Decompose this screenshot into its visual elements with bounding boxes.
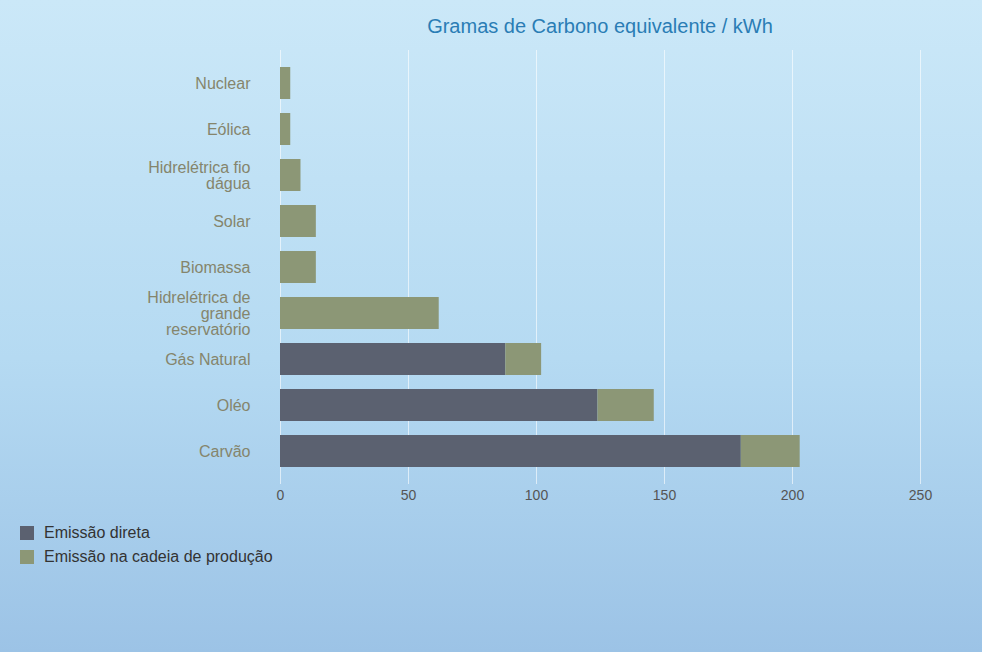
svg-text:Gás Natural: Gás Natural — [165, 351, 250, 368]
svg-text:200: 200 — [781, 487, 805, 503]
html-text:Emissão na cadeia de produção: Emissão na cadeia de produção — [44, 548, 273, 565]
svg-text:Oléo: Oléo — [217, 397, 251, 414]
svg-text:Carvão: Carvão — [199, 443, 251, 460]
svg-text:Biomassa: Biomassa — [180, 259, 250, 276]
svg-text:Eólica: Eólica — [207, 121, 251, 138]
svg-text:100: 100 — [525, 487, 549, 503]
html-text:Gramas de Carbono equivalente: Gramas de Carbono equivalente / kWh — [427, 15, 773, 37]
svg-text:Hidrelétrica fiodágua: Hidrelétrica fiodágua — [148, 159, 250, 192]
svg-text:50: 50 — [401, 487, 417, 503]
svg-text:Hidrelétrica degrandereservató: Hidrelétrica degrandereservatório — [147, 289, 250, 338]
html-text:Emissão direta: Emissão direta — [44, 524, 150, 541]
svg-text:Nuclear: Nuclear — [195, 75, 251, 92]
svg-text:150: 150 — [653, 487, 677, 503]
svg-text:250: 250 — [909, 487, 933, 503]
svg-text:Solar: Solar — [213, 213, 251, 230]
svg-text:0: 0 — [277, 487, 285, 503]
